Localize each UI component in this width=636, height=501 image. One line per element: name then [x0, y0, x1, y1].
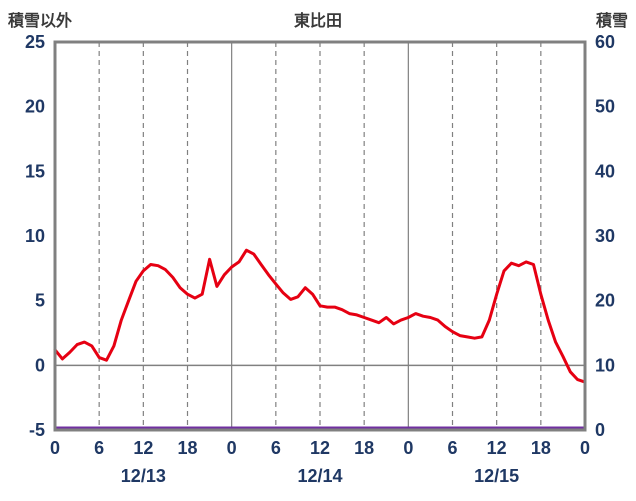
tick-label: 20	[595, 291, 615, 311]
tick-label: 0	[580, 438, 590, 458]
tick-label: 18	[354, 438, 374, 458]
tick-label: 18	[531, 438, 551, 458]
tick-label: 0	[50, 438, 60, 458]
tick-label: 12/15	[474, 466, 519, 486]
right-axis-title: 積雪	[595, 13, 628, 30]
tick-label: 40	[595, 161, 615, 181]
tick-label: 10	[25, 226, 45, 246]
tick-label: 12	[133, 438, 153, 458]
tick-label: 6	[94, 438, 104, 458]
tick-label: 25	[25, 32, 45, 52]
tick-label: 10	[595, 355, 615, 375]
tick-label: 0	[35, 355, 45, 375]
tick-label: 0	[403, 438, 413, 458]
tick-label: 30	[595, 226, 615, 246]
tick-label: 6	[271, 438, 281, 458]
tick-label: 6	[447, 438, 457, 458]
tick-label: 15	[25, 161, 45, 181]
tick-label: 50	[595, 97, 615, 117]
tick-label: 60	[595, 32, 615, 52]
tick-label: 12	[487, 438, 507, 458]
chart-title: 東比田	[293, 13, 342, 30]
series-line-sekisetsu-igai	[53, 248, 587, 384]
tick-label: 5	[35, 291, 45, 311]
tick-label: 0	[595, 420, 605, 440]
tick-label: 20	[25, 97, 45, 117]
tick-label: 12/13	[121, 466, 166, 486]
tick-label: -5	[29, 420, 45, 440]
tick-label: 12/14	[297, 466, 342, 486]
plot-frame	[53, 40, 587, 432]
left-axis-title: 積雪以外	[8, 13, 73, 30]
tick-label: 18	[177, 438, 197, 458]
tick-label: 12	[310, 438, 330, 458]
tick-label: 0	[227, 438, 237, 458]
